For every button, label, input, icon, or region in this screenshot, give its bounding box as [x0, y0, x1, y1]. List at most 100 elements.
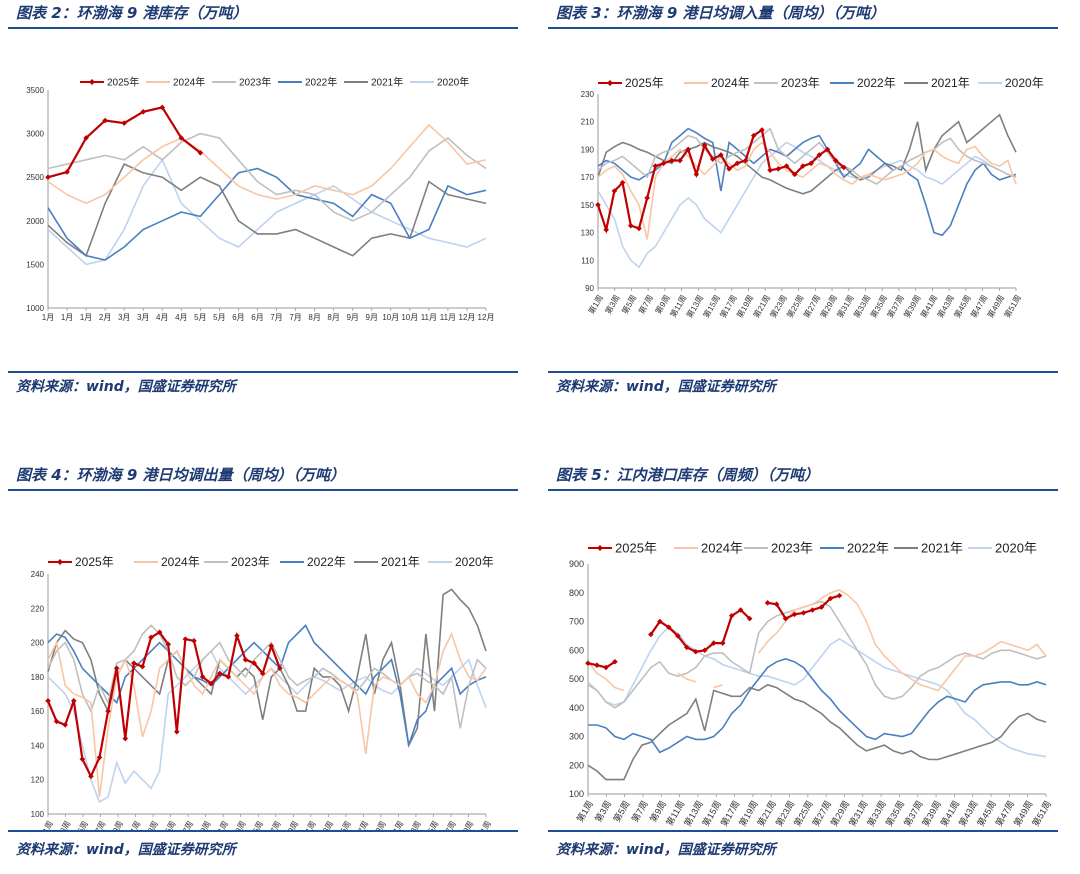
y-tick-label: 2000: [26, 217, 44, 226]
x-tick-label: 第7周: [629, 799, 650, 824]
legend-label: 2021年: [381, 555, 420, 569]
data-point: [45, 698, 51, 704]
data-point: [234, 632, 240, 639]
series-line: [587, 683, 1047, 781]
legend-item: 2020年: [968, 541, 1037, 556]
data-point: [165, 641, 172, 648]
y-tick-label: 220: [31, 604, 45, 613]
x-tick-label: 第3周: [592, 799, 613, 824]
series-line: [47, 123, 487, 205]
source-note: 资料来源：wind，国盛证券研究所: [556, 842, 776, 858]
chart-panel-4: 图表 5：江内港口库存（周频）（万吨） 100 200 300 400 500 600 70…: [548, 462, 1058, 872]
legend-item: 2024年: [146, 76, 205, 89]
series-line: [47, 163, 487, 257]
data-point: [701, 647, 708, 654]
x-tick-label: 第51周: [472, 819, 493, 830]
data-point: [808, 160, 814, 167]
line-chart-2: 90110130150170190210230第1周第3周第5周第7周第9周第1…: [581, 76, 1044, 319]
source-divider: [548, 371, 1058, 373]
line-chart-1: 1000 1500 2000 2500 3000 3500 1月 1月 1月 2月 3月 3月 4月 4月…: [26, 76, 495, 323]
series-line: [597, 141, 1017, 269]
data-point: [809, 607, 816, 613]
x-tick-label: 第33周: [314, 819, 335, 830]
legend-marker: [89, 79, 95, 85]
data-point: [746, 615, 753, 622]
y-tick-label: 230: [581, 90, 595, 99]
y-tick-label: 130: [581, 229, 595, 238]
data-point: [824, 146, 831, 153]
legend-label: 2024年: [161, 555, 200, 569]
x-tick-label: 10月: [401, 313, 418, 322]
legend-item: 2024年: [684, 76, 750, 90]
series-2021年: [587, 683, 1047, 781]
legend-item: 2023年: [204, 555, 270, 569]
legend-label: 2020年: [995, 541, 1037, 556]
y-tick-label: 300: [569, 732, 584, 742]
x-tick-label: 第13周: [139, 819, 160, 830]
y-tick-label: 150: [581, 201, 595, 210]
y-tick-label: 110: [581, 256, 594, 265]
data-point: [62, 722, 68, 728]
legend-item: 2021年: [354, 555, 420, 569]
x-tick-label: 第1周: [36, 819, 55, 830]
y-tick-label: 2500: [26, 173, 44, 182]
series-2022年: [47, 167, 487, 261]
x-tick-label: 第11周: [122, 819, 143, 830]
y-tick-label: 700: [569, 617, 584, 627]
data-point: [88, 773, 94, 780]
legend-item: 2025年: [588, 541, 657, 556]
data-point: [783, 163, 790, 169]
series-line: [587, 600, 1047, 709]
series-2020年: [587, 626, 1047, 758]
x-tick-label: 9月: [346, 313, 358, 322]
x-tick-label: 5月: [194, 313, 206, 322]
data-point: [818, 604, 825, 610]
legend-item: 2021年: [894, 541, 963, 556]
x-tick-label: 第5周: [619, 293, 638, 316]
data-point: [836, 592, 843, 599]
series-2025年: [45, 629, 283, 780]
x-tick-label: 第31周: [297, 819, 318, 830]
legend-label: 2023年: [239, 76, 271, 89]
legend: 2025年 2024年 2023年 2022年 2021年 2020年: [48, 555, 494, 569]
x-tick-label: 第5周: [611, 799, 632, 824]
x-tick-label: 第15周: [156, 819, 177, 830]
data-point: [644, 195, 650, 201]
data-point: [611, 188, 618, 194]
y-tick-label: 1000: [26, 304, 44, 313]
chart-title: 图表 4：环渤海 9 港日均调出量（周均）（万吨）: [16, 466, 346, 484]
y-tick-label: 600: [569, 645, 584, 655]
data-point: [683, 644, 690, 651]
series-line: [47, 631, 487, 797]
series-2024年: [47, 631, 487, 797]
legend-item: 2021年: [344, 76, 403, 89]
legend: 2025年 2024年 2023年 2022年 2021年 2020年: [598, 76, 1044, 90]
data-point: [816, 152, 823, 158]
legend-label: 2022年: [307, 555, 346, 569]
data-point: [70, 698, 77, 704]
data-point: [603, 227, 609, 233]
series-line: [47, 624, 487, 729]
data-point: [148, 634, 154, 641]
source-divider: [548, 830, 1058, 832]
data-point: [692, 648, 699, 655]
x-tick-label: 第29周: [279, 819, 300, 830]
series-line: [47, 158, 487, 266]
data-point: [666, 624, 672, 631]
data-point: [827, 595, 834, 602]
data-point: [96, 754, 103, 761]
x-tick-label: 12月: [478, 313, 495, 322]
x-tick-label: 第23周: [227, 819, 248, 830]
data-point: [791, 611, 798, 618]
y-tick-label: 3500: [26, 86, 44, 95]
x-tick-label: 5月: [213, 313, 225, 322]
data-point: [121, 120, 127, 126]
y-tick-label: 100: [569, 789, 584, 799]
x-tick-label: 3月: [118, 313, 130, 322]
data-point: [79, 756, 86, 762]
data-point: [775, 166, 782, 172]
legend-item: 2023年: [212, 76, 271, 89]
series-2020年: [597, 141, 1017, 269]
x-tick-label: 6月: [232, 313, 244, 322]
